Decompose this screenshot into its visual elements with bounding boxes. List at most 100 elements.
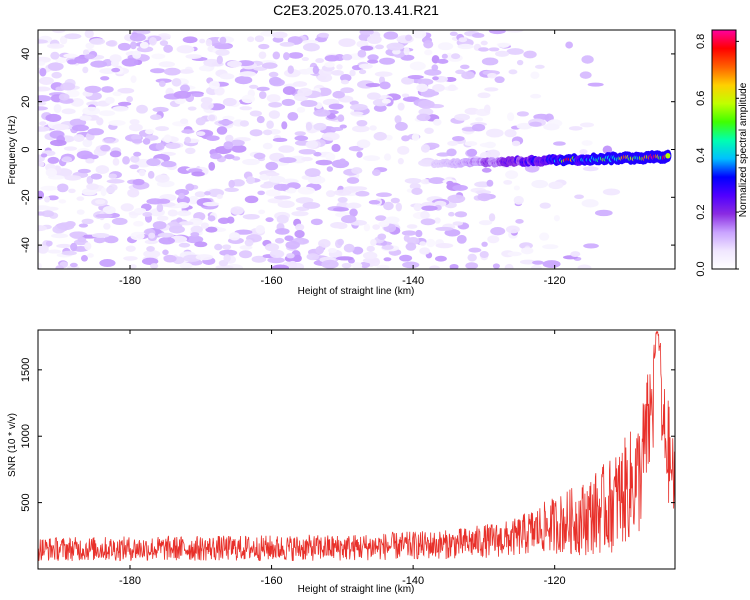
heatmap-cell (205, 226, 218, 233)
heatmap-cell (143, 250, 161, 258)
heatmap-cell (38, 76, 54, 85)
heatmap-cell (330, 126, 344, 132)
heatmap-cell (216, 126, 228, 135)
heatmap-cell (117, 101, 132, 106)
heatmap-cell (127, 188, 140, 198)
heatmap-cell (452, 221, 464, 226)
heatmap-cell (495, 50, 510, 57)
heatmap-cell (296, 106, 306, 113)
heatmap-cell (47, 62, 64, 71)
heatmap-cell (583, 243, 599, 249)
heatmap-cell (77, 236, 87, 243)
heatmap-cell (574, 194, 584, 199)
heatmap-cell (256, 115, 265, 124)
heatmap-cell (492, 263, 500, 269)
heatmap-cell (420, 211, 430, 219)
heatmap-cell (82, 106, 101, 116)
heatmap-cell (349, 208, 358, 217)
spectrogram-x-ticks: -180 -160 -140 -120 (119, 30, 566, 287)
heatmap-cell (200, 101, 214, 110)
heatmap-cell (230, 206, 244, 215)
heatmap-cell (268, 76, 282, 86)
heatmap-cell (328, 247, 337, 253)
heatmap-cell (340, 87, 354, 94)
heatmap-cell (229, 139, 245, 147)
heatmap-cell (249, 110, 262, 117)
heatmap-cell (85, 158, 95, 164)
heatmap-cell (543, 123, 560, 131)
heatmap-cell (171, 78, 182, 87)
heatmap-cell (187, 106, 197, 111)
heatmap-cell (356, 119, 368, 127)
heatmap-cell (386, 42, 405, 51)
heatmap-cell (163, 44, 173, 53)
heatmap-cell (505, 170, 519, 180)
heatmap-cell (112, 157, 120, 166)
heatmap-cell (242, 158, 260, 166)
heatmap-cell (530, 264, 542, 269)
heatmap-cell (579, 149, 588, 155)
heatmap-cell (258, 91, 267, 99)
heatmap-cell (581, 199, 599, 208)
heatmap-cell (265, 172, 280, 177)
heatmap-cell (377, 233, 387, 241)
heatmap-cell (295, 223, 305, 231)
heatmap-cell (335, 222, 348, 230)
heatmap-cell (178, 242, 191, 248)
heatmap-cell (281, 98, 296, 107)
heatmap-cell (420, 178, 431, 185)
heatmap-cell (434, 217, 441, 224)
heatmap-cell (412, 30, 427, 39)
heatmap-cell (163, 134, 172, 144)
heatmap-cell (403, 46, 410, 56)
heatmap-cell (579, 71, 592, 79)
heatmap-cell (208, 114, 216, 121)
heatmap-cell (102, 206, 116, 215)
heatmap-cell (69, 231, 85, 238)
heatmap-cell (38, 61, 46, 66)
colorbar-tick-label: 0.6 (695, 91, 707, 106)
heatmap-cell (429, 265, 440, 269)
heatmap-cell (417, 99, 435, 109)
colorbar-tick-label: 0.0 (695, 261, 707, 276)
heatmap-cell (340, 79, 350, 85)
heatmap-cell (432, 76, 439, 81)
heatmap-cell (163, 254, 177, 263)
heatmap-cell (313, 109, 331, 117)
heatmap-cell (390, 197, 400, 204)
heatmap-cell (146, 198, 164, 205)
heatmap-cell (423, 40, 434, 49)
heatmap-cell (106, 179, 125, 184)
heatmap-cell (305, 121, 313, 131)
heatmap-cell (152, 221, 167, 230)
heatmap-cell (273, 195, 292, 200)
heatmap-cell (142, 138, 151, 145)
heatmap-cell (446, 148, 457, 157)
heatmap-cell (291, 211, 309, 217)
heatmap-cell (328, 103, 344, 110)
heatmap-cell (47, 156, 60, 164)
heatmap-cell (224, 187, 239, 192)
heatmap-cell (39, 67, 47, 77)
heatmap-cell (420, 218, 436, 226)
heatmap-cell (214, 44, 233, 50)
heatmap-cell (216, 55, 224, 65)
heatmap-cell (288, 52, 304, 59)
heatmap-cell (292, 81, 308, 87)
heatmap-cell (437, 58, 449, 64)
heatmap-cell (77, 168, 91, 174)
heatmap-cell (129, 119, 140, 125)
heatmap-cell (95, 213, 113, 219)
heatmap-cell (441, 53, 448, 59)
heatmap-cell (176, 210, 192, 217)
heatmap-cell (452, 135, 465, 142)
heatmap-cell (111, 67, 121, 73)
heatmap-cell (349, 186, 368, 191)
heatmap-cell (447, 140, 459, 146)
heatmap-cell (404, 178, 422, 184)
y-tick-label: 0 (20, 146, 32, 152)
heatmap-cell (210, 153, 222, 160)
heatmap-cell (331, 70, 344, 76)
heatmap-cell (156, 215, 169, 221)
heatmap-cell (346, 177, 360, 184)
